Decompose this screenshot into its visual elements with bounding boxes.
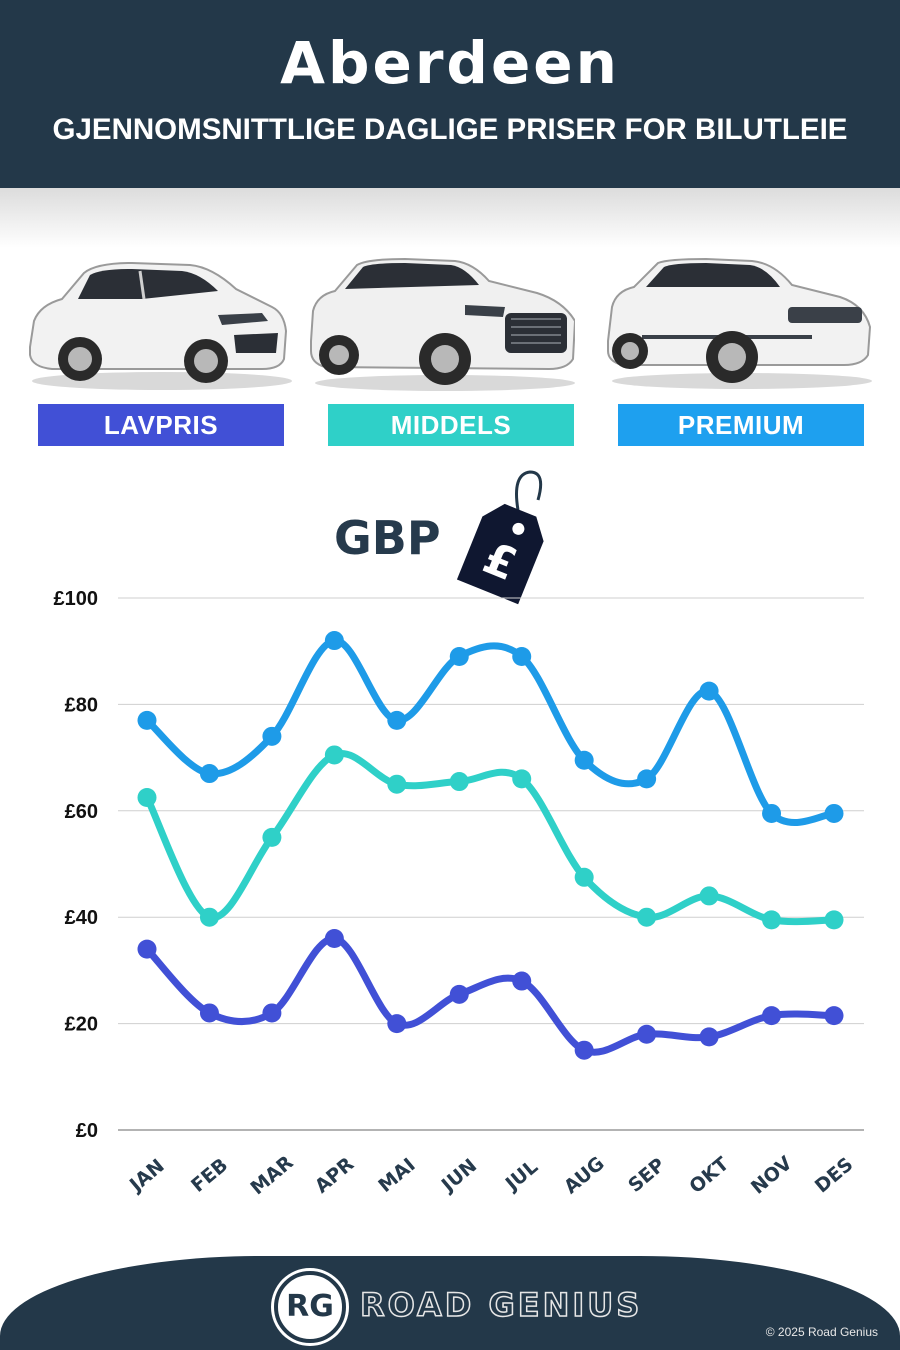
x-tick-label: NOV	[747, 1152, 797, 1199]
y-tick-label: £20	[65, 1014, 98, 1036]
data-point-premium	[824, 803, 844, 823]
y-tick-label: £100	[54, 588, 99, 610]
data-point-lavpris	[387, 1014, 407, 1034]
copyright: © 2025 Road Genius	[765, 1325, 878, 1339]
header-shadow	[0, 188, 900, 248]
data-point-lavpris	[324, 928, 344, 948]
data-point-premium	[512, 647, 532, 667]
data-point-middels	[262, 827, 282, 847]
y-tick-label: £40	[65, 907, 98, 929]
data-point-lavpris	[699, 1027, 719, 1047]
data-point-premium	[387, 710, 407, 730]
series-line-middels	[143, 750, 838, 926]
x-tick-label: DES	[811, 1153, 858, 1197]
x-tick-label: APR	[311, 1153, 359, 1198]
data-point-lavpris	[574, 1040, 594, 1060]
data-point-lavpris	[262, 1003, 282, 1023]
hatchback-car-icon	[22, 255, 292, 395]
data-point-middels	[699, 886, 719, 906]
header: Aberdeen GJENNOMSNITTLIGE DAGLIGE PRISER…	[0, 0, 900, 188]
y-tick-label: £60	[65, 801, 98, 823]
x-tick-label: JAN	[124, 1155, 169, 1197]
data-point-premium	[574, 750, 594, 770]
data-point-premium	[449, 647, 469, 667]
data-point-lavpris	[137, 939, 157, 959]
data-point-lavpris	[512, 971, 532, 991]
x-tick-label: SEP	[624, 1154, 669, 1197]
x-tick-label: MAI	[374, 1154, 419, 1197]
data-point-middels	[574, 867, 594, 887]
logo-text: RG	[286, 1289, 334, 1324]
y-tick-label: £0	[76, 1120, 98, 1142]
data-point-middels	[449, 772, 469, 792]
data-point-lavpris	[637, 1024, 657, 1044]
data-point-lavpris	[762, 1006, 782, 1026]
data-point-middels	[387, 774, 407, 794]
x-tick-label: MAR	[247, 1151, 298, 1199]
data-point-middels	[137, 788, 157, 807]
road-genius-logo: RG	[274, 1271, 346, 1343]
data-point-lavpris	[824, 1006, 844, 1026]
y-tick-label: £80	[65, 694, 98, 716]
data-point-lavpris	[449, 984, 469, 1004]
data-point-premium	[137, 710, 157, 730]
data-point-premium	[262, 726, 282, 746]
page-subtitle: GJENNOMSNITTLIGE DAGLIGE PRISER FOR BILU…	[52, 113, 848, 146]
data-point-middels	[762, 910, 782, 930]
series-line-premium	[143, 637, 838, 827]
category-label-budget: LAVPRIS	[38, 404, 284, 446]
data-point-premium	[324, 631, 344, 651]
x-tick-label: JUL	[500, 1156, 542, 1196]
price-tag-icon: £	[456, 470, 544, 605]
data-point-middels	[637, 907, 657, 927]
x-tick-label: OKT	[685, 1153, 733, 1198]
data-point-lavpris	[199, 1003, 219, 1023]
luxury-suv-car-icon	[602, 255, 872, 395]
footer	[0, 1256, 900, 1350]
data-point-middels	[824, 910, 844, 930]
data-point-premium	[199, 764, 219, 784]
suv-car-icon	[305, 255, 575, 395]
series-line-lavpris	[143, 934, 838, 1056]
data-point-premium	[762, 803, 782, 823]
data-point-middels	[199, 907, 219, 927]
data-point-premium	[637, 769, 657, 789]
data-point-premium	[699, 681, 719, 701]
data-point-middels	[512, 769, 532, 789]
page-title: Aberdeen	[280, 29, 620, 97]
line-chart: £0 £20 £40 £60 £80 £100 JAN FEB MAR APR MAI JUN JUL A…	[54, 588, 864, 1199]
category-label-mid: MIDDELS	[328, 404, 574, 446]
brand-name: ROAD GENIUS	[359, 1285, 643, 1325]
category-label-premium: PREMIUM	[618, 404, 864, 446]
x-tick-label: AUG	[560, 1152, 609, 1198]
currency-label: GBP	[334, 511, 441, 565]
data-point-middels	[324, 745, 344, 765]
x-tick-label: JUN	[436, 1155, 481, 1198]
x-tick-label: FEB	[187, 1154, 232, 1197]
